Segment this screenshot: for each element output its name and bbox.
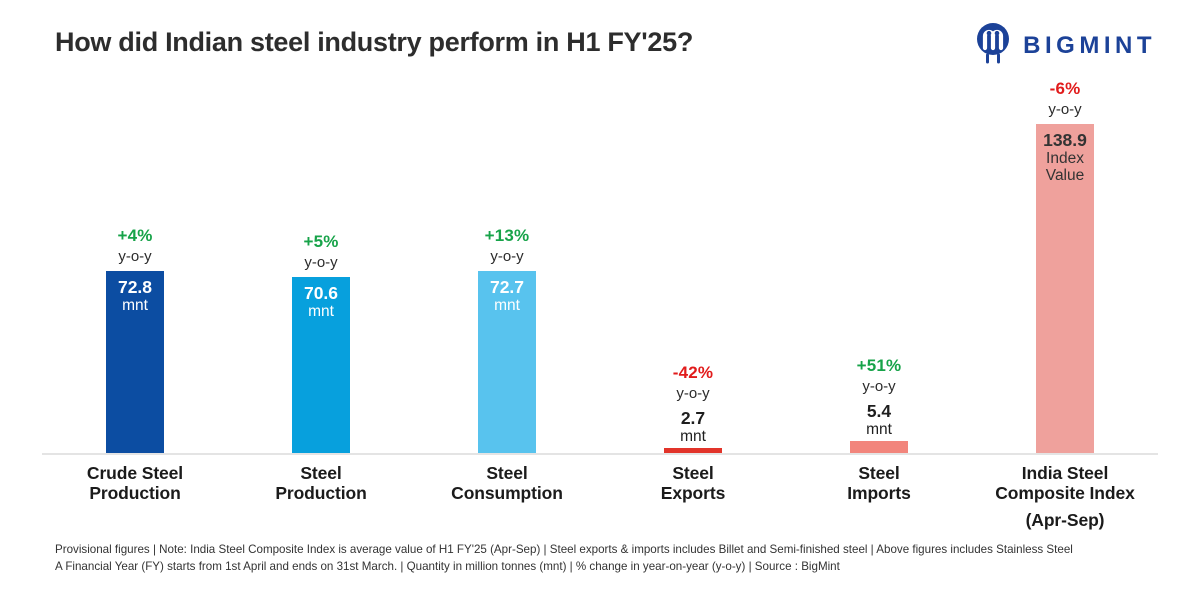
bar-slot-0: +4% y-o-y 72.8 mnt xyxy=(42,226,228,455)
bar-value-number: 72.8 xyxy=(117,277,153,297)
bar-value: 2.7 mnt xyxy=(680,408,706,445)
bar-slot-1: +5% y-o-y 70.6 mnt xyxy=(228,232,414,455)
category-label-line: India Steel xyxy=(1021,463,1109,483)
bar-india-steel-composite-index: 138.9 Index Value xyxy=(1036,124,1094,455)
bar-value-number: 70.6 xyxy=(303,283,339,303)
bar-slot-2: +13% y-o-y 72.7 mnt xyxy=(414,226,600,455)
category-label-line: Exports xyxy=(660,483,726,503)
bar-value: 5.4 mnt xyxy=(866,401,892,438)
bar-steel-production: 70.6 mnt xyxy=(292,277,350,455)
category-label-line: Crude Steel xyxy=(86,463,184,483)
bar-crude-steel-production: 72.8 mnt xyxy=(106,271,164,455)
bar-value-unit: mnt xyxy=(122,297,148,314)
bar-slot-3: -42% y-o-y 2.7 mnt xyxy=(600,363,786,455)
page-title: How did Indian steel industry perform in… xyxy=(55,27,694,57)
bar-value: 70.6 mnt xyxy=(292,283,350,320)
yoy-text: y-o-y xyxy=(304,254,338,271)
bar-steel-imports xyxy=(850,441,908,455)
bar-value-unit: mnt xyxy=(494,297,520,314)
category-label-line: Steel xyxy=(858,463,900,483)
footnote-line-2: A Financial Year (FY) starts from 1st Ap… xyxy=(55,560,840,573)
category-label-line: Consumption xyxy=(451,483,563,503)
category-label-0: Crude Steel Production xyxy=(42,463,228,530)
bar-chart-area: +4% y-o-y 72.8 mnt +5% y-o-y 70.6 mnt +13% y-o-y 7… xyxy=(42,78,1158,455)
bar-value-unit: Value xyxy=(1045,167,1085,184)
category-label-4: Steel Imports xyxy=(786,463,972,530)
footnote-line-1: Provisional figures | Note: India Steel … xyxy=(55,543,1073,556)
category-label-line: Production xyxy=(275,483,367,503)
yoy-text: y-o-y xyxy=(676,385,710,402)
bar-value-number: 5.4 xyxy=(866,401,892,421)
category-label-1: Steel Production xyxy=(228,463,414,530)
category-labels-row: Crude Steel Production Steel Production Stee… xyxy=(42,463,1158,530)
category-label-line: Production xyxy=(89,483,181,503)
brand-logo: BIGMINT xyxy=(972,20,1156,71)
bar-value: 138.9 Index Value xyxy=(1036,130,1094,184)
yoy-change-label: +51% xyxy=(856,356,902,375)
bigmint-logo-icon xyxy=(972,20,1014,71)
bar-steel-consumption: 72.7 mnt xyxy=(478,271,536,455)
yoy-change-label: +13% xyxy=(484,226,530,245)
brand-name: BIGMINT xyxy=(1023,31,1156,59)
category-label-line: Steel xyxy=(672,463,714,483)
yoy-text: y-o-y xyxy=(1048,101,1082,118)
bar-value: 72.8 mnt xyxy=(106,277,164,314)
category-label-line: Steel xyxy=(300,463,342,483)
footnotes: Provisional figures | Note: India Steel … xyxy=(55,541,1073,575)
yoy-text: y-o-y xyxy=(862,378,896,395)
bar-value-number: 138.9 xyxy=(1043,130,1087,150)
yoy-change-label: -42% xyxy=(672,363,714,382)
category-label-5: India Steel Composite Index (Apr-Sep) xyxy=(972,463,1158,530)
yoy-change-label: +5% xyxy=(303,232,339,251)
bar-value: 72.7 mnt xyxy=(478,277,536,314)
yoy-text: y-o-y xyxy=(490,248,524,265)
bar-value-unit: mnt xyxy=(680,428,706,445)
category-label-line: Steel xyxy=(486,463,528,483)
yoy-change-label: +4% xyxy=(117,226,153,245)
bar-value-number: 72.7 xyxy=(489,277,525,297)
bar-value-unit: mnt xyxy=(866,421,892,438)
yoy-change-label: -6% xyxy=(1049,79,1081,98)
bar-slot-4: +51% y-o-y 5.4 mnt xyxy=(786,356,972,455)
category-label-line: Imports xyxy=(847,483,911,503)
bar-steel-exports xyxy=(664,448,722,455)
bar-value-number: 2.7 xyxy=(680,408,706,428)
bar-value-unit: Index xyxy=(1046,150,1084,167)
bar-value-unit: mnt xyxy=(308,303,334,320)
category-label-line: Composite Index xyxy=(995,483,1135,503)
yoy-text: y-o-y xyxy=(118,248,152,265)
category-label-3: Steel Exports xyxy=(600,463,786,530)
x-axis-line xyxy=(42,453,1158,455)
category-sub-label: (Apr-Sep) xyxy=(1025,510,1105,530)
bar-slot-5: -6% y-o-y 138.9 Index Value xyxy=(972,79,1158,455)
category-label-2: Steel Consumption xyxy=(414,463,600,530)
